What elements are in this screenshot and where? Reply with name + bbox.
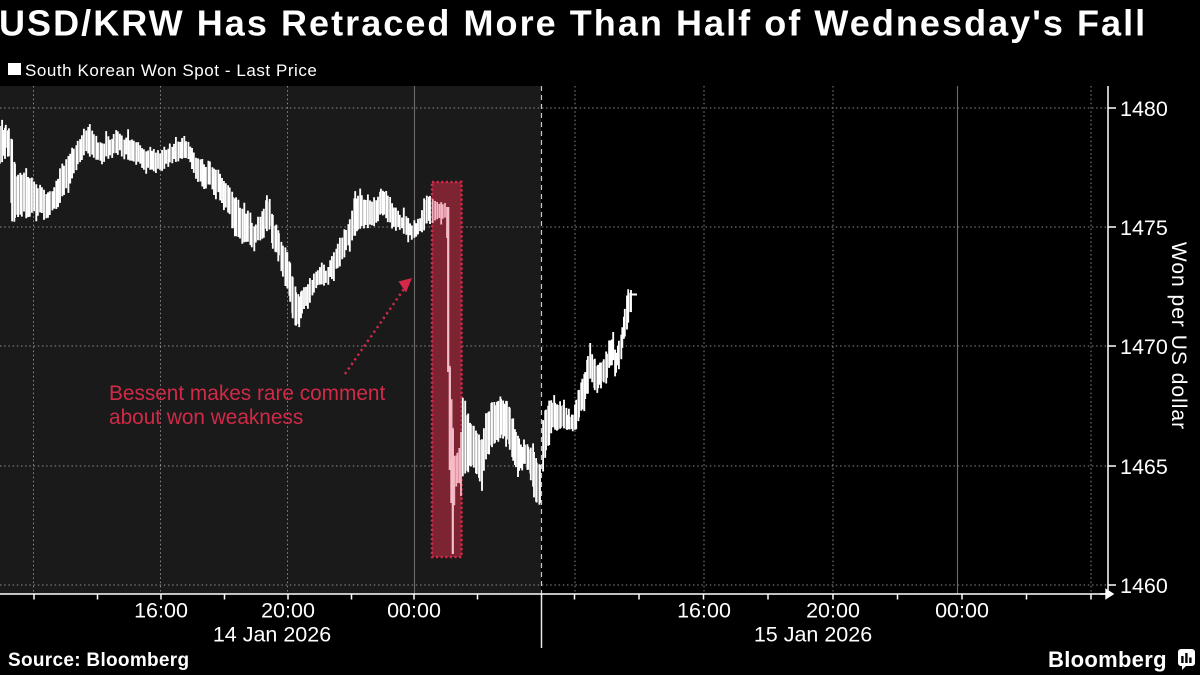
svg-text:16:00: 16:00 xyxy=(134,599,188,623)
svg-text:South Korean Won Spot - Last P: South Korean Won Spot - Last Price xyxy=(25,61,317,80)
svg-text:1460: 1460 xyxy=(1120,574,1168,598)
svg-text:1470: 1470 xyxy=(1120,335,1168,359)
svg-text:00:00: 00:00 xyxy=(935,599,989,623)
svg-text:14 Jan 2026: 14 Jan 2026 xyxy=(213,623,331,647)
svg-text:1465: 1465 xyxy=(1120,455,1168,479)
svg-text:20:00: 20:00 xyxy=(806,599,860,623)
svg-text:15 Jan 2026: 15 Jan 2026 xyxy=(754,623,872,647)
svg-text:20:00: 20:00 xyxy=(261,599,315,623)
svg-text:Bessent makes rare comment: Bessent makes rare comment xyxy=(109,382,385,405)
svg-text:USD/KRW Has Retraced More Than: USD/KRW Has Retraced More Than Half of W… xyxy=(0,3,1147,44)
svg-text:00:00: 00:00 xyxy=(387,599,441,623)
svg-text:Won per US dollar: Won per US dollar xyxy=(1167,242,1190,430)
svg-text:16:00: 16:00 xyxy=(677,599,731,623)
svg-text:Bloomberg: Bloomberg xyxy=(1048,647,1167,672)
svg-text:1480: 1480 xyxy=(1120,97,1168,121)
svg-text:about won weakness: about won weakness xyxy=(109,406,303,429)
svg-text:Source: Bloomberg: Source: Bloomberg xyxy=(8,650,189,671)
svg-text:1475: 1475 xyxy=(1120,216,1168,240)
